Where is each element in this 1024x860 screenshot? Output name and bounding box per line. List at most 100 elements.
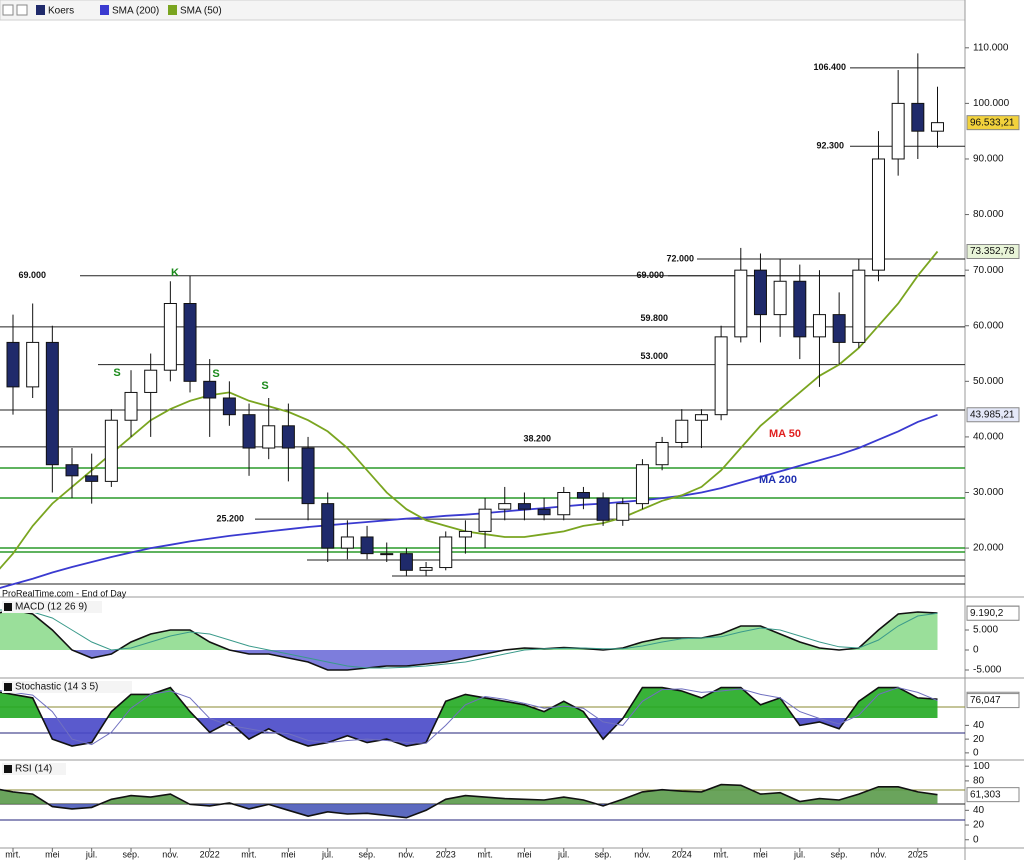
candle-body bbox=[321, 503, 335, 549]
x-tick-label: 2025 bbox=[908, 849, 928, 859]
candle-body bbox=[734, 269, 748, 338]
candle-body bbox=[183, 303, 197, 382]
x-tick-label: nov. bbox=[162, 849, 178, 859]
indicator-line bbox=[0, 609, 938, 669]
candle-body bbox=[635, 464, 649, 505]
candle-body bbox=[144, 369, 158, 393]
x-tick-label: mei bbox=[281, 849, 296, 859]
price-tag bbox=[966, 244, 1020, 260]
candle-body bbox=[773, 280, 787, 316]
candle-body bbox=[242, 414, 256, 449]
level-label: 72.000 bbox=[666, 253, 694, 263]
y-tick-label: 40 bbox=[973, 805, 985, 816]
y-tick-label: 0 bbox=[973, 834, 979, 845]
x-tick-label: jul. bbox=[793, 849, 806, 859]
candle-body bbox=[655, 441, 669, 466]
y-tick-label: 80.000 bbox=[973, 209, 1004, 220]
x-tick-label: mrt. bbox=[5, 849, 21, 859]
candle-body bbox=[832, 314, 846, 343]
x-tick-label: sep. bbox=[595, 849, 612, 859]
x-tick-label: 2024 bbox=[672, 849, 692, 859]
y-tick-label: 20.000 bbox=[973, 543, 1004, 554]
indicator-area-negative bbox=[0, 718, 938, 746]
level-label: 53.000 bbox=[640, 351, 668, 361]
price-tag bbox=[966, 407, 1020, 423]
annotation: S bbox=[212, 368, 219, 380]
source-note: ProRealTime.com - End of Day bbox=[2, 588, 127, 598]
plot-area bbox=[0, 53, 965, 821]
panel-title: MACD (12 26 9) bbox=[15, 602, 87, 613]
annotation: MA 200 bbox=[759, 474, 797, 486]
candle-body bbox=[419, 567, 433, 571]
price-tag-label: 43.985,21 bbox=[970, 409, 1015, 420]
y-tick-label: 5.000 bbox=[973, 625, 998, 636]
indicator-area-negative bbox=[0, 650, 938, 670]
level-label: 25.200 bbox=[216, 514, 244, 524]
indicator-line bbox=[0, 687, 938, 746]
panel-title-bg bbox=[2, 681, 132, 693]
panel-icon[interactable] bbox=[4, 765, 12, 773]
price-tag-label: 61,303 bbox=[970, 789, 1001, 800]
candle-body bbox=[812, 314, 826, 338]
candle-body bbox=[124, 391, 138, 421]
candle-body bbox=[458, 530, 472, 538]
candle-body bbox=[65, 464, 79, 477]
y-tick-label: 110.000 bbox=[973, 42, 1009, 53]
candle-body bbox=[852, 269, 866, 343]
x-tick-label: nov. bbox=[398, 849, 414, 859]
candle-body bbox=[793, 280, 807, 338]
x-tick-label: 2023 bbox=[436, 849, 456, 859]
y-tick-label: 50.000 bbox=[973, 376, 1004, 387]
level-label: 92.300 bbox=[816, 141, 844, 151]
x-tick-label: sep. bbox=[831, 849, 848, 859]
y-tick-label: 80 bbox=[973, 776, 985, 787]
candle-body bbox=[911, 102, 925, 132]
x-tick-label: mei bbox=[45, 849, 60, 859]
annotation: K bbox=[171, 267, 179, 279]
x-tick-label: mrt. bbox=[241, 849, 257, 859]
x-tick-label: jul. bbox=[557, 849, 570, 859]
y-tick-label: -5.000 bbox=[973, 665, 1002, 676]
candle-body bbox=[616, 503, 630, 521]
panel-title: Stochastic (14 3 5) bbox=[15, 682, 98, 693]
price-tag bbox=[966, 115, 1020, 131]
moving-average-line bbox=[0, 413, 938, 589]
panel-icon[interactable] bbox=[4, 603, 12, 611]
tool-icon[interactable] bbox=[16, 4, 28, 16]
x-tick-label: sep. bbox=[123, 849, 140, 859]
candle-body bbox=[753, 269, 767, 316]
tool-icon[interactable] bbox=[2, 4, 14, 16]
y-tick-label: 90.000 bbox=[973, 154, 1004, 165]
legend-swatch[interactable] bbox=[100, 5, 109, 15]
y-tick-label: 40.000 bbox=[973, 432, 1004, 443]
annotation: S bbox=[261, 380, 268, 392]
legend-swatch[interactable] bbox=[36, 5, 45, 15]
candle-body bbox=[6, 341, 20, 388]
x-tick-label: sep. bbox=[359, 849, 376, 859]
legend-label[interactable]: Koers bbox=[48, 6, 74, 17]
x-tick-label: jul. bbox=[85, 849, 98, 859]
level-label: 38.200 bbox=[523, 433, 551, 443]
panel-icon[interactable] bbox=[4, 683, 12, 691]
y-tick-label: 20 bbox=[973, 820, 985, 831]
y-tick-label: 0 bbox=[973, 748, 979, 759]
candle-body bbox=[104, 419, 118, 482]
price-tag-label: 73.352,78 bbox=[970, 246, 1015, 257]
candle-body bbox=[596, 497, 610, 521]
price-tag-label: 9.190,2 bbox=[970, 608, 1004, 619]
legend-label[interactable]: SMA (200) bbox=[112, 6, 159, 17]
x-tick-label: 2022 bbox=[200, 849, 220, 859]
indicator-line bbox=[0, 783, 938, 819]
legend-label[interactable]: SMA (50) bbox=[180, 6, 222, 17]
x-tick-label: mei bbox=[517, 849, 532, 859]
legend-swatch[interactable] bbox=[168, 5, 177, 15]
x-tick-label: nov. bbox=[634, 849, 650, 859]
candle-body bbox=[281, 425, 295, 449]
candle-body bbox=[557, 491, 571, 516]
x-tick-label: jul. bbox=[321, 849, 334, 859]
candle-body bbox=[439, 536, 453, 569]
x-tick-label: nov. bbox=[870, 849, 886, 859]
indicator-area-negative bbox=[0, 804, 938, 818]
